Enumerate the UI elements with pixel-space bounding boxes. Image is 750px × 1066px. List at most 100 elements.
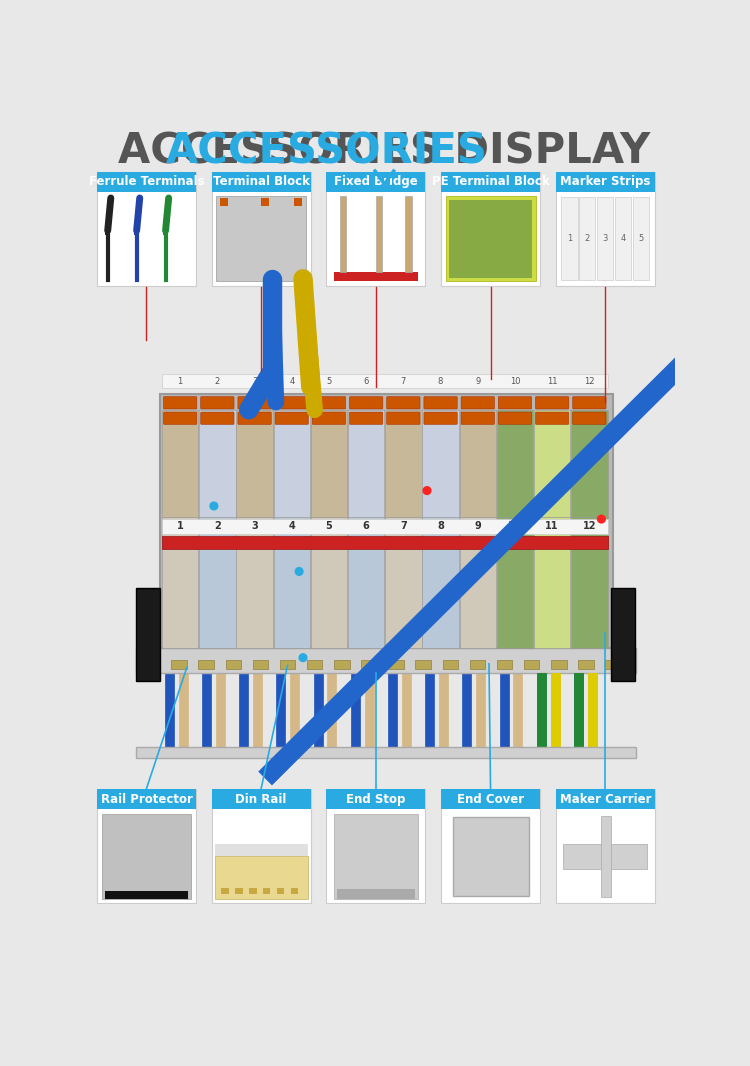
FancyBboxPatch shape xyxy=(460,409,496,517)
Text: 8: 8 xyxy=(437,521,444,531)
FancyBboxPatch shape xyxy=(160,394,613,648)
FancyBboxPatch shape xyxy=(249,888,256,894)
FancyBboxPatch shape xyxy=(388,660,404,669)
FancyBboxPatch shape xyxy=(602,815,610,898)
FancyBboxPatch shape xyxy=(496,409,533,517)
FancyBboxPatch shape xyxy=(387,397,420,409)
FancyBboxPatch shape xyxy=(561,197,578,280)
Text: ACCESSORIES DISPLAY: ACCESSORIES DISPLAY xyxy=(118,131,650,173)
FancyBboxPatch shape xyxy=(211,172,310,192)
Text: 2: 2 xyxy=(214,376,220,386)
Text: 3: 3 xyxy=(251,521,258,531)
FancyBboxPatch shape xyxy=(578,660,594,669)
Text: 12: 12 xyxy=(583,521,596,531)
FancyBboxPatch shape xyxy=(611,588,634,681)
Text: 9: 9 xyxy=(475,521,482,531)
FancyBboxPatch shape xyxy=(162,374,608,388)
Circle shape xyxy=(299,653,307,662)
Text: 11: 11 xyxy=(547,376,557,386)
FancyBboxPatch shape xyxy=(441,789,540,809)
FancyBboxPatch shape xyxy=(446,196,536,281)
FancyBboxPatch shape xyxy=(536,397,568,409)
FancyBboxPatch shape xyxy=(136,588,160,681)
FancyBboxPatch shape xyxy=(536,413,568,424)
FancyBboxPatch shape xyxy=(498,397,532,409)
FancyBboxPatch shape xyxy=(310,409,347,517)
Text: End Cover: End Cover xyxy=(457,793,524,806)
FancyBboxPatch shape xyxy=(97,172,196,192)
FancyBboxPatch shape xyxy=(573,397,606,409)
FancyBboxPatch shape xyxy=(262,888,271,894)
Circle shape xyxy=(423,487,430,495)
FancyBboxPatch shape xyxy=(340,196,346,272)
FancyBboxPatch shape xyxy=(597,197,613,280)
FancyBboxPatch shape xyxy=(216,196,306,281)
FancyBboxPatch shape xyxy=(214,856,308,899)
Circle shape xyxy=(598,515,605,523)
FancyBboxPatch shape xyxy=(424,397,458,409)
FancyBboxPatch shape xyxy=(572,517,608,648)
FancyBboxPatch shape xyxy=(97,789,196,809)
FancyBboxPatch shape xyxy=(200,409,236,517)
FancyBboxPatch shape xyxy=(556,789,655,903)
FancyBboxPatch shape xyxy=(556,172,655,192)
Text: 2: 2 xyxy=(585,235,590,243)
Text: Fixed Bridge: Fixed Bridge xyxy=(334,175,418,189)
Text: End Stop: End Stop xyxy=(346,793,406,806)
FancyBboxPatch shape xyxy=(441,172,540,286)
Text: PE Terminal Block: PE Terminal Block xyxy=(432,175,549,189)
Text: 6: 6 xyxy=(363,521,370,531)
FancyBboxPatch shape xyxy=(334,660,350,669)
FancyBboxPatch shape xyxy=(236,517,273,648)
FancyBboxPatch shape xyxy=(312,413,346,424)
FancyBboxPatch shape xyxy=(290,888,298,894)
FancyBboxPatch shape xyxy=(337,889,415,899)
Text: 3: 3 xyxy=(252,376,257,386)
Text: 5: 5 xyxy=(326,521,332,531)
Text: 11: 11 xyxy=(545,521,559,531)
FancyBboxPatch shape xyxy=(136,747,636,758)
Text: Din Rail: Din Rail xyxy=(236,793,286,806)
FancyBboxPatch shape xyxy=(226,660,241,669)
FancyBboxPatch shape xyxy=(275,397,308,409)
FancyBboxPatch shape xyxy=(162,409,198,517)
FancyBboxPatch shape xyxy=(422,517,459,648)
Text: 1: 1 xyxy=(177,521,184,531)
FancyBboxPatch shape xyxy=(312,397,346,409)
FancyBboxPatch shape xyxy=(211,789,310,809)
FancyBboxPatch shape xyxy=(326,789,425,809)
FancyBboxPatch shape xyxy=(563,844,647,869)
FancyBboxPatch shape xyxy=(534,409,570,517)
Text: 4: 4 xyxy=(620,235,626,243)
FancyBboxPatch shape xyxy=(422,409,459,517)
Text: Marker Strips: Marker Strips xyxy=(560,175,650,189)
FancyBboxPatch shape xyxy=(277,888,284,894)
FancyBboxPatch shape xyxy=(101,814,191,899)
Circle shape xyxy=(210,502,218,510)
FancyBboxPatch shape xyxy=(310,517,347,648)
FancyBboxPatch shape xyxy=(376,196,382,272)
FancyBboxPatch shape xyxy=(136,648,636,673)
FancyBboxPatch shape xyxy=(238,397,272,409)
Text: 7: 7 xyxy=(400,521,406,531)
FancyBboxPatch shape xyxy=(201,397,234,409)
FancyBboxPatch shape xyxy=(164,397,196,409)
FancyBboxPatch shape xyxy=(105,223,110,235)
FancyBboxPatch shape xyxy=(162,519,608,534)
FancyBboxPatch shape xyxy=(348,517,384,648)
Text: 4: 4 xyxy=(289,521,296,531)
FancyBboxPatch shape xyxy=(441,789,540,903)
FancyBboxPatch shape xyxy=(386,517,422,648)
Text: 6: 6 xyxy=(364,376,369,386)
FancyBboxPatch shape xyxy=(162,535,608,549)
FancyBboxPatch shape xyxy=(326,789,425,903)
FancyBboxPatch shape xyxy=(295,198,302,206)
FancyBboxPatch shape xyxy=(220,888,229,894)
FancyBboxPatch shape xyxy=(261,198,269,206)
Text: 10: 10 xyxy=(510,376,520,386)
Text: 7: 7 xyxy=(400,376,406,386)
FancyBboxPatch shape xyxy=(134,223,139,235)
Text: 1: 1 xyxy=(567,235,572,243)
FancyBboxPatch shape xyxy=(326,172,425,286)
FancyBboxPatch shape xyxy=(200,517,236,648)
